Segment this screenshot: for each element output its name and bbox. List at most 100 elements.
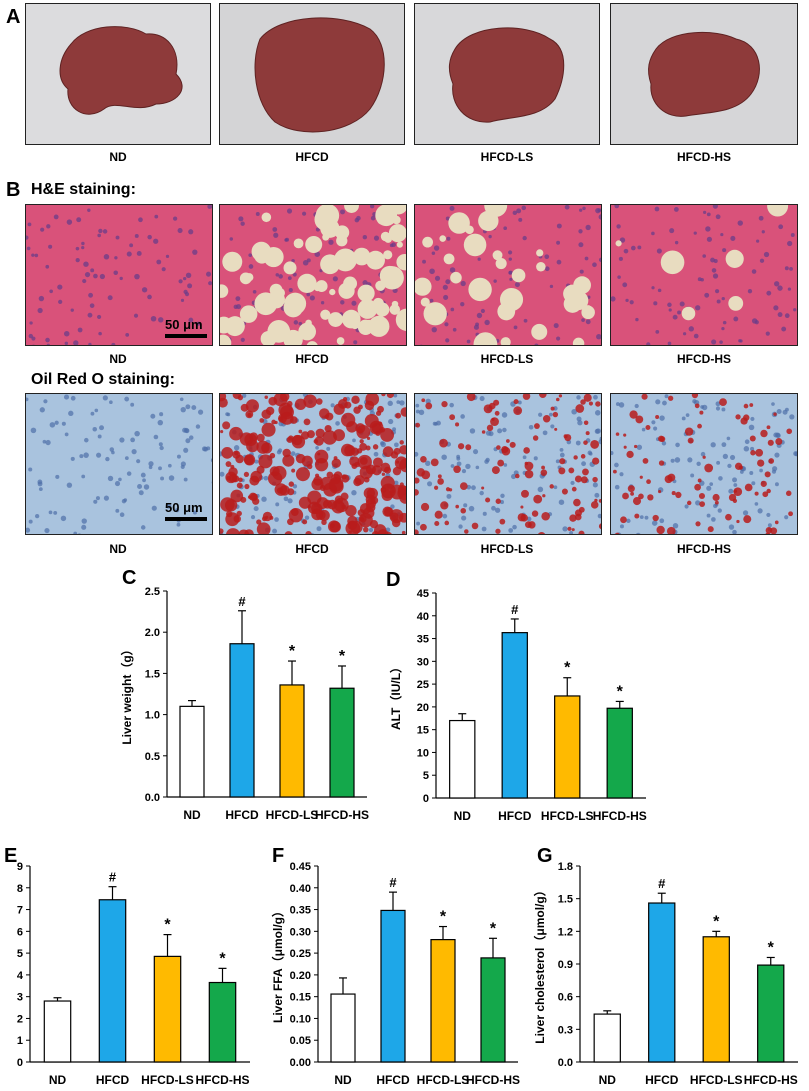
fat-vacuole xyxy=(536,249,544,257)
nucleus xyxy=(508,257,512,261)
lipid-droplet xyxy=(524,469,534,479)
oro-image-hfcd xyxy=(219,393,407,535)
nucleus xyxy=(570,480,575,486)
fat-vacuole xyxy=(361,300,370,308)
nucleus xyxy=(37,307,43,314)
nucleus xyxy=(700,451,706,457)
lipid-droplet xyxy=(351,395,360,405)
nucleus xyxy=(517,400,522,405)
oro-image-hfcd-hs xyxy=(610,393,798,535)
lipid-droplet xyxy=(578,530,585,534)
nucleus xyxy=(34,253,39,258)
lipid-droplet xyxy=(269,466,280,477)
lipid-droplet xyxy=(666,526,676,534)
lipid-droplet xyxy=(773,412,777,416)
significance-marker: # xyxy=(658,876,666,891)
lipid-droplet xyxy=(261,409,272,420)
nucleus xyxy=(93,499,98,504)
nucleus xyxy=(126,471,132,476)
nucleus xyxy=(509,277,513,281)
lipid-droplet xyxy=(556,397,560,402)
caption-b-he-hfcd: HFCD xyxy=(295,352,329,366)
fat-vacuole xyxy=(423,302,447,326)
nucleus xyxy=(165,254,170,259)
lipid-droplet xyxy=(485,497,491,503)
nucleus xyxy=(479,490,484,496)
nucleus xyxy=(765,331,770,336)
lipid-droplet xyxy=(736,519,740,524)
chart-liver-weight: 0.0 0.5 1.0 1.5 2.0 2.5 Liver weight（g） ND # HFCD… xyxy=(119,586,369,822)
lipid-droplet xyxy=(386,394,394,399)
lipid-droplet xyxy=(497,459,505,467)
nucleus xyxy=(314,251,321,257)
fat-vacuole xyxy=(448,212,470,234)
nucleus xyxy=(96,452,102,458)
lipid-droplet xyxy=(278,416,284,422)
nucleus xyxy=(157,419,164,426)
lipid-droplet xyxy=(268,396,278,406)
nucleus xyxy=(790,233,795,237)
lipid-droplet xyxy=(522,394,531,400)
fat-vacuole xyxy=(314,285,321,292)
nucleus xyxy=(757,508,763,514)
nucleus xyxy=(614,462,619,468)
lipid-droplet xyxy=(495,528,501,534)
lipid-droplet xyxy=(558,394,563,398)
nucleus xyxy=(636,444,643,450)
fat-vacuole xyxy=(260,331,277,345)
nucleus xyxy=(635,532,641,534)
nucleus xyxy=(475,465,480,470)
lipid-droplet xyxy=(738,465,743,470)
nucleus xyxy=(37,481,43,487)
nucleus xyxy=(626,518,631,524)
nucleus xyxy=(667,302,672,308)
nucleus xyxy=(793,451,797,457)
nucleus xyxy=(179,397,184,402)
lipid-droplet xyxy=(292,434,303,446)
nucleus xyxy=(747,289,753,294)
lipid-droplet xyxy=(220,397,228,408)
nucleus xyxy=(83,261,89,267)
lipid-droplet xyxy=(770,527,778,534)
nucleus xyxy=(272,528,278,534)
bar-hfcd-hs xyxy=(606,707,633,799)
lipid-droplet xyxy=(364,400,375,411)
x-tick-label: HFCD xyxy=(376,1073,410,1087)
nucleus xyxy=(635,317,639,322)
nucleus xyxy=(787,240,793,247)
fat-vacuole xyxy=(536,262,546,272)
y-axis-label: Liver weight（g） xyxy=(119,643,134,744)
nucleus xyxy=(353,340,358,345)
nucleus xyxy=(766,512,771,518)
significance-marker: * xyxy=(617,683,624,700)
nucleus xyxy=(744,439,750,445)
nucleus xyxy=(40,227,45,232)
lipid-droplet xyxy=(702,455,706,459)
nucleus xyxy=(477,257,481,261)
nucleus xyxy=(70,308,74,312)
lipid-droplet xyxy=(732,498,738,503)
fat-vacuole xyxy=(336,235,348,247)
lipid-droplet xyxy=(230,464,235,469)
lipid-droplet xyxy=(354,475,365,486)
fat-vacuole xyxy=(320,254,340,275)
nucleus xyxy=(598,257,601,263)
nucleus xyxy=(460,301,465,307)
nucleus xyxy=(750,416,755,422)
lipid-droplet xyxy=(694,483,701,491)
bar-hfcd xyxy=(98,899,127,1063)
lipid-droplet xyxy=(639,475,643,479)
lipid-droplet xyxy=(421,398,426,403)
lipid-droplet xyxy=(704,463,714,473)
nucleus xyxy=(767,523,772,528)
fat-vacuole xyxy=(497,302,516,321)
fat-vacuole xyxy=(728,295,744,311)
nucleus xyxy=(579,208,583,212)
nucleus xyxy=(29,321,33,325)
nucleus xyxy=(87,312,93,318)
nucleus xyxy=(598,214,601,220)
liver-shape-hfcd-ls xyxy=(448,27,565,123)
nucleus xyxy=(315,445,319,450)
nucleus xyxy=(758,215,764,221)
nucleus xyxy=(670,458,675,463)
